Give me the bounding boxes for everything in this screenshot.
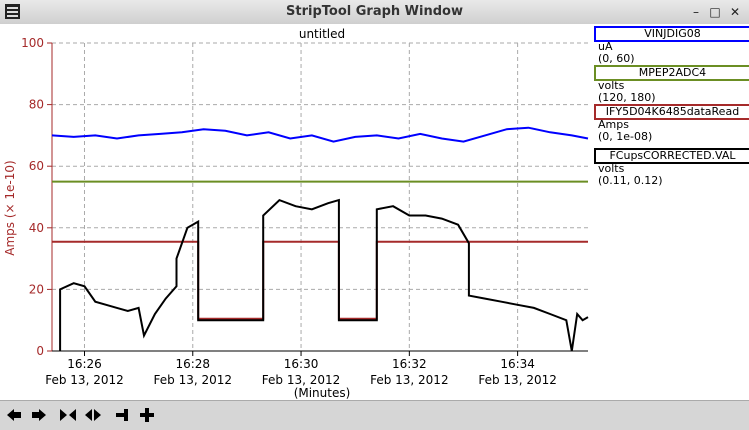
maximize-icon[interactable]: □ — [709, 5, 721, 19]
x-tick-label-date: Feb 13, 2012 — [262, 373, 341, 387]
title-bar: StripTool Graph Window – □ ✕ — [0, 0, 749, 25]
x-tick-label-time: 16:28 — [175, 357, 210, 371]
x-tick-label-time: 16:30 — [284, 357, 319, 371]
axes: 0 20 40 60 80 100 16:26 Feb 13, 2012 16:28 Feb 13… — [21, 36, 588, 387]
toolbar — [0, 400, 749, 430]
striptool-app-icon[interactable] — [5, 4, 20, 19]
series-line-ify5d04k6485dataread — [52, 240, 588, 320]
zoom-in-time-icon — [60, 409, 76, 421]
legend-range-vinjdig08: (0, 60) — [598, 52, 635, 65]
arrow-right-icon — [32, 409, 46, 421]
x-tick-label-time: 16:34 — [500, 357, 535, 371]
arrow-left-icon — [7, 409, 21, 421]
legend-unit-mpep2adc4: volts — [598, 79, 625, 92]
series-line-vinjdig08 — [51, 126, 589, 143]
series-line-fcupscorrected-val — [59, 198, 589, 352]
legend-name-fcupscorrected[interactable]: FCupsCORRECTED.VAL — [594, 148, 749, 164]
x-tick-label-date: Feb 13, 2012 — [45, 373, 124, 387]
y-tick-label: 20 — [29, 282, 44, 296]
zoom-out-time-button[interactable] — [83, 405, 103, 425]
graph-title: untitled — [299, 27, 345, 41]
series-layer — [51, 126, 589, 352]
x-tick-label-date: Feb 13, 2012 — [370, 373, 449, 387]
legend-unit-ify5d04k6485dataread: Amps — [598, 118, 629, 131]
x-tick-label-time: 16:32 — [392, 357, 427, 371]
zoom-in-time-button[interactable] — [58, 405, 78, 425]
y-axis-label: Amps (× 1e-10) — [3, 160, 17, 255]
scroll-left-button[interactable] — [4, 405, 24, 425]
legend-unit-vinjdig08: uA — [598, 40, 613, 53]
strip-chart[interactable]: untitled Amps (× 1e-10) 0 20 40 60 80 100 16:2… — [0, 24, 592, 400]
legend-range-ify5d04k6485dataread: (0, 1e-08) — [598, 130, 653, 143]
zoom-out-time-icon — [85, 409, 101, 421]
legend-name-ify5d04k6485dataread[interactable]: IFY5D04K6485dataRead — [594, 104, 749, 120]
pan-to-end-icon — [116, 409, 128, 421]
auto-scroll-button[interactable] — [113, 405, 133, 425]
y-tick-label: 60 — [29, 159, 44, 173]
legend-unit-fcupscorrected: volts — [598, 162, 625, 175]
plot-area: untitled Amps (× 1e-10) 0 20 40 60 80 100 16:2… — [0, 24, 749, 400]
y-tick-label: 100 — [21, 36, 44, 50]
window-title: StripTool Graph Window — [286, 4, 463, 19]
x-axis-label: (Minutes) — [294, 386, 351, 400]
minimize-icon[interactable]: – — [693, 5, 699, 19]
close-icon[interactable]: ✕ — [729, 5, 741, 19]
x-tick-label-time: 16:26 — [67, 357, 102, 371]
scroll-right-button[interactable] — [29, 405, 49, 425]
add-signal-button[interactable] — [137, 405, 157, 425]
x-tick-label-date: Feb 13, 2012 — [478, 373, 557, 387]
legend-range-mpep2adc4: (120, 180) — [598, 91, 656, 104]
y-tick-label: 0 — [36, 344, 44, 358]
y-tick-label: 80 — [29, 98, 44, 112]
grid — [52, 42, 588, 351]
x-tick-label-date: Feb 13, 2012 — [154, 373, 233, 387]
plus-icon — [140, 408, 154, 422]
legend-name-mpep2adc4[interactable]: MPEP2ADC4 — [594, 65, 749, 81]
legend-name-vinjdig08[interactable]: VINJDIG08 — [594, 26, 749, 42]
legend-range-fcupscorrected: (0.11, 0.12) — [598, 174, 663, 187]
y-tick-label: 40 — [29, 221, 44, 235]
